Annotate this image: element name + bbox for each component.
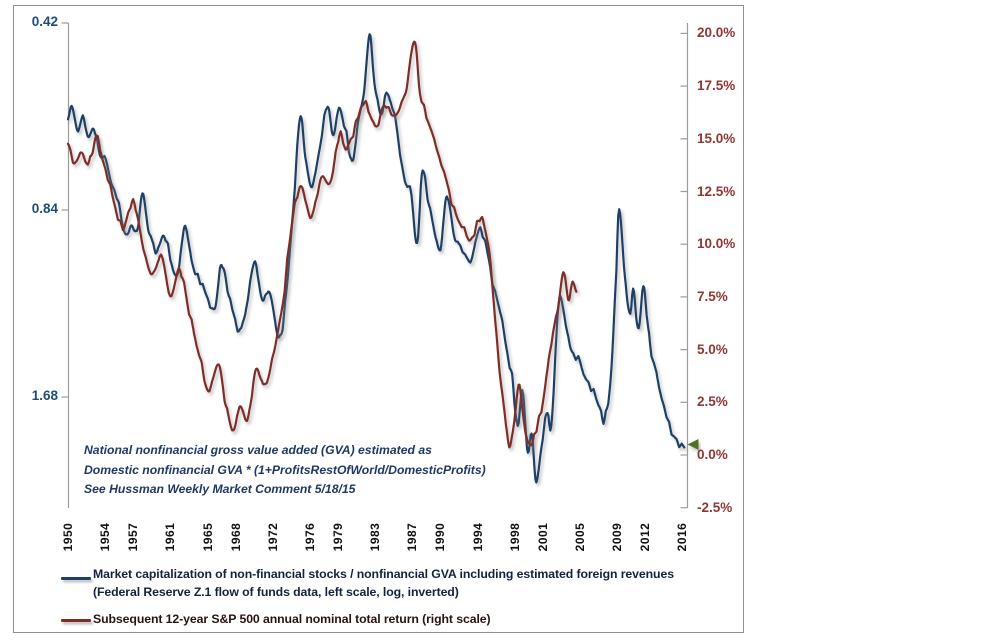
right-axis-tick-label: 15.0% [697, 130, 736, 146]
x-axis-year-label: 2009 [610, 522, 625, 552]
data-series [66, 33, 686, 484]
x-axis-year-label: 1979 [330, 522, 345, 552]
right-axis-tick-label: 12.5% [697, 183, 736, 199]
annotation-line-1: National nonfinancial gross value added … [84, 443, 432, 457]
annotation-note: National nonfinancial gross value added … [84, 441, 504, 500]
series-market-cap-gva-line [66, 33, 686, 484]
x-axis-year-label: 1965 [200, 522, 215, 552]
right-axis-tick-label: 17.5% [697, 78, 736, 94]
right-axis-tick-label: 5.0% [697, 341, 728, 357]
axes [61, 22, 689, 509]
legend-label-market-cap: Market capitalization of non-financial s… [93, 565, 725, 601]
annotation-line-2: Domestic nonfinancial GVA * (1+ProfitsRe… [84, 462, 486, 477]
x-axis-year-label: 1976 [303, 522, 318, 552]
legend-label-subsequent-return: Subsequent 12-year S&P 500 annual nomina… [93, 610, 725, 628]
x-axis-year-label: 1954 [98, 522, 113, 552]
x-axis-year-label: 1957 [126, 522, 141, 552]
x-axis-year-label: 2005 [573, 522, 588, 552]
right-axis-tick-label: 2.5% [697, 394, 728, 410]
series-12yr-return-line [66, 40, 578, 449]
x-axis-year-label: 2012 [638, 522, 653, 552]
x-axis-year-label: 1998 [507, 522, 522, 552]
x-axis-year-label: 2016 [675, 522, 690, 552]
right-axis-tick-label: -2.5% [697, 499, 733, 515]
legend-label-subsequent-return-line1: Subsequent 12-year S&P 500 annual nomina… [93, 612, 491, 626]
x-axis-year-label: 1961 [163, 522, 178, 552]
x-axis-year-label: 1990 [433, 522, 448, 552]
x-axis-year-label: 1968 [228, 522, 243, 552]
legend-label-market-cap-line2: (Federal Reserve Z.1 flow of funds data,… [93, 585, 459, 599]
left-axis-tick-label: 1.68 [31, 388, 58, 403]
legend-label-market-cap-line1: Market capitalization of non-financial s… [93, 567, 674, 581]
x-axis-year-label: 1972 [265, 522, 280, 552]
right-axis-tick-label: 10.0% [697, 236, 736, 252]
current-value-arrow [687, 439, 713, 450]
right-axis-tick-label: 0.0% [697, 447, 728, 462]
left-axis-tick-label: 0.42 [31, 14, 58, 29]
left-axis-tick-label: 0.84 [31, 201, 58, 216]
right-axis-tick-label: 20.0% [697, 25, 736, 41]
right-axis-tick-label: 7.5% [697, 288, 728, 304]
x-axis-year-label: 1987 [405, 522, 420, 552]
x-axis-year-label: 1983 [368, 522, 383, 552]
x-axis-year-label: 2001 [535, 522, 550, 552]
annotation-line-3: See Hussman Weekly Market Comment 5/18/1… [84, 482, 356, 496]
legend-swatch-market-cap-line [61, 577, 91, 580]
x-axis-year-label: 1950 [61, 522, 75, 552]
x-axis-year-label: 1994 [470, 522, 485, 552]
legend-swatch-return-line [61, 619, 91, 622]
